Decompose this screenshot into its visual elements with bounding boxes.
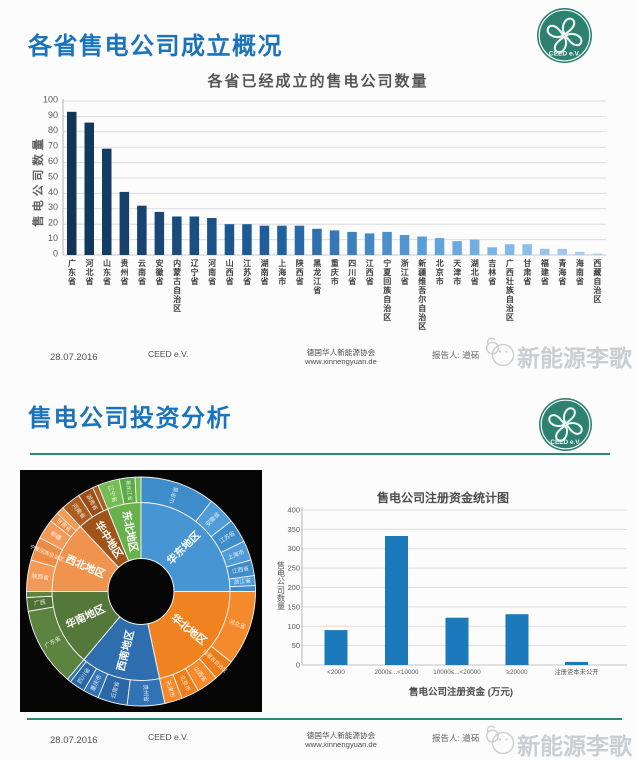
svg-text:10000≤...<20000: 10000≤...<20000 [433,669,481,676]
svg-text:90: 90 [48,110,58,120]
svg-text:400: 400 [287,506,300,515]
svg-text:50: 50 [48,171,58,181]
svg-text:20: 20 [48,218,58,228]
svg-text:陕西省: 陕西省 [31,572,50,582]
svg-text:≥20000: ≥20000 [507,669,528,676]
svg-text:0: 0 [296,661,300,670]
svg-text:CEED e.V.: CEED e.V. [549,51,580,58]
svg-text:60: 60 [48,156,58,166]
svg-text:30: 30 [48,202,58,212]
svg-text:70: 70 [48,141,58,151]
svg-text:100: 100 [43,94,58,104]
svg-text:<2000: <2000 [327,669,345,676]
svg-text:江西省: 江西省 [231,564,250,575]
svg-text:注册资本未公开: 注册资本未公开 [554,667,598,676]
svg-text:广西: 广西 [34,598,47,607]
svg-text:100: 100 [287,622,300,631]
svg-text:浙江省: 浙江省 [233,576,251,586]
svg-text:黑龙江省: 黑龙江省 [124,480,134,502]
svg-text:200: 200 [287,583,300,592]
svg-text:0: 0 [53,248,58,258]
svg-text:CEED e.V.: CEED e.V. [550,438,581,445]
svg-text:250: 250 [287,564,300,573]
svg-text:50: 50 [292,641,300,650]
svg-text:150: 150 [287,602,300,611]
svg-text:2000≤...<10000: 2000≤...<10000 [375,669,419,676]
svg-text:300: 300 [287,544,300,553]
svg-text:40: 40 [48,187,58,197]
svg-text:350: 350 [287,525,300,534]
svg-text:贵州省: 贵州省 [141,684,150,702]
svg-text:10: 10 [48,233,58,243]
svg-text:80: 80 [48,125,58,135]
